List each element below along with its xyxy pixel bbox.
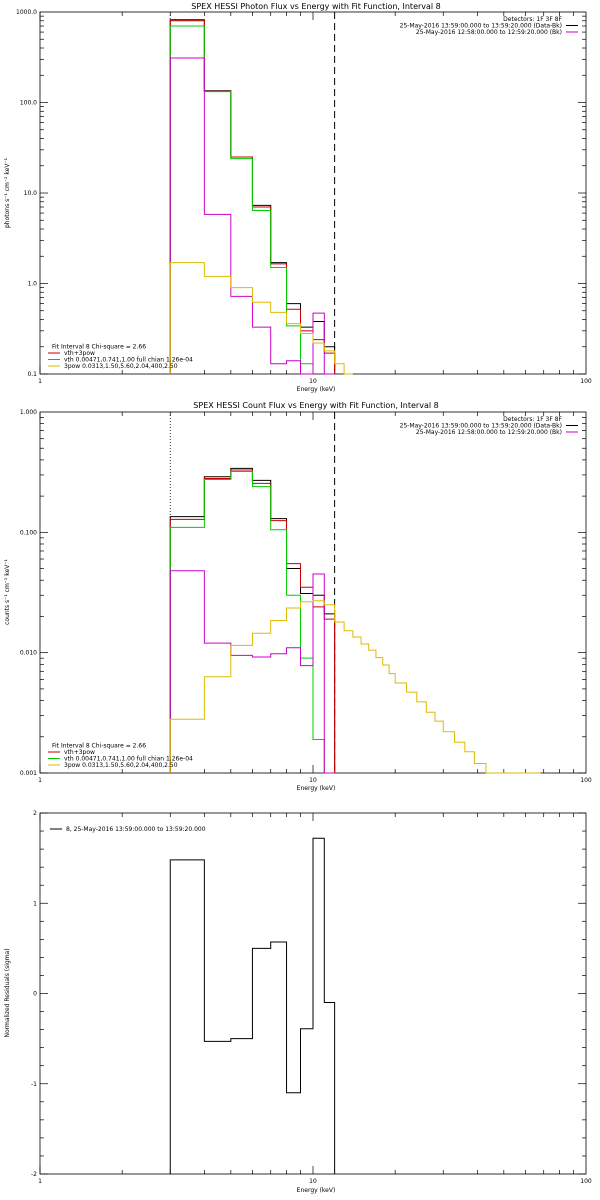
series-bk: [169, 570, 336, 774]
y-tick-label: 0.001: [20, 770, 37, 777]
count-flux-panel: SPEX HESSI Count Flux vs Energy with Fit…: [4, 401, 592, 792]
y-tick-label: -2: [31, 1171, 37, 1178]
y-tick-label: -1: [31, 1081, 37, 1088]
y-tick-label: 1000.0: [16, 9, 37, 16]
legend-text: 8, 25-May-2016 13:59:00.000 to 13:59:20.…: [66, 826, 206, 833]
series-3pow: [169, 600, 541, 774]
y-tick-label: 0.100: [20, 529, 37, 536]
x-tick-label: 100: [580, 378, 592, 385]
count-flux-ylabel: counts s⁻¹ cm⁻² keV⁻¹: [4, 559, 11, 625]
x-tick-label: 1: [38, 777, 42, 784]
x-tick-label: 100: [580, 1178, 592, 1185]
residuals-xlabel: Energy (keV): [297, 1187, 336, 1194]
x-tick-label: 100: [580, 777, 592, 784]
photon-flux-ylabel: photons s⁻¹ cm⁻² keV⁻¹: [4, 157, 11, 228]
series-vth: [169, 25, 314, 374]
x-tick-label: 10: [309, 378, 317, 385]
residuals-ylabel: Normalized Residuals (sigma): [4, 948, 11, 1037]
legend-text: vth+3pow: [64, 749, 95, 756]
x-tick-label: 1: [38, 378, 42, 385]
legend-text: 25-May-2016 13:59:00.000 to 13:59:20.000…: [400, 423, 562, 430]
legend-text: 3pow 0.0313,1.50,5.60,2.04,400,2.50: [64, 363, 178, 370]
legend-text: 25-May-2016 12:58:00.000 to 12:59:20.000…: [416, 429, 562, 436]
legend-text: Detectors: 1F 3F 8F: [503, 16, 562, 23]
y-tick-label: 1: [33, 900, 37, 907]
photon-flux-title: SPEX HESSI Photon Flux vs Energy with Fi…: [191, 2, 441, 11]
legend-text: Fit Interval 8 Chi-square = 2.66: [52, 743, 146, 750]
photon-flux-panel: SPEX HESSI Photon Flux vs Energy with Fi…: [4, 2, 592, 393]
residuals-panel: Energy (keV) Normalized Residuals (sigma…: [4, 810, 592, 1194]
y-tick-label: 10.0: [24, 190, 38, 197]
series-residuals: [169, 837, 336, 1174]
series-data-bk: [169, 467, 336, 773]
count-flux-title: SPEX HESSI Count Flux vs Energy with Fit…: [193, 401, 438, 410]
y-tick-label: 1.000: [20, 409, 37, 416]
y-tick-label: 0: [33, 991, 37, 998]
series-bk: [169, 57, 335, 375]
photon-flux-xlabel: Energy (keV): [297, 386, 336, 393]
legend-text: vth+3pow: [64, 350, 95, 357]
legend-text: vth 0.00471,0.741,1.00 full chian 1.26e-…: [64, 756, 193, 763]
count-flux-xlabel: Energy (keV): [297, 785, 336, 792]
x-tick-label: 10: [309, 777, 317, 784]
series-vth: [169, 471, 336, 774]
series-vth-3pow: [169, 469, 336, 773]
legend-text: 25-May-2016 12:58:00.000 to 12:59:20.000…: [416, 29, 562, 36]
series-3pow: [169, 262, 353, 375]
series-data-bk: [169, 19, 336, 374]
legend-text: vth 0.00471,0.741,1.00 full chian 1.26e-…: [64, 357, 193, 364]
y-tick-label: 0.1: [27, 371, 37, 378]
legend-text: 25-May-2016 13:59:00.000 to 13:59:20.000…: [400, 23, 562, 30]
x-tick-label: 1: [38, 1178, 42, 1185]
legend-text: Detectors: 1F 3F 8F: [503, 416, 562, 423]
y-tick-label: 0.010: [20, 650, 37, 657]
legend-text: 3pow 0.0313,1.50,5.60,2.04,400,2.50: [64, 762, 178, 769]
y-tick-label: 2: [33, 810, 37, 817]
x-tick-label: 10: [309, 1178, 317, 1185]
y-tick-label: 100.0: [20, 100, 37, 107]
y-tick-label: 1.0: [27, 281, 37, 288]
legend-text: Fit Interval 8 Chi-square = 2.66: [52, 344, 146, 351]
